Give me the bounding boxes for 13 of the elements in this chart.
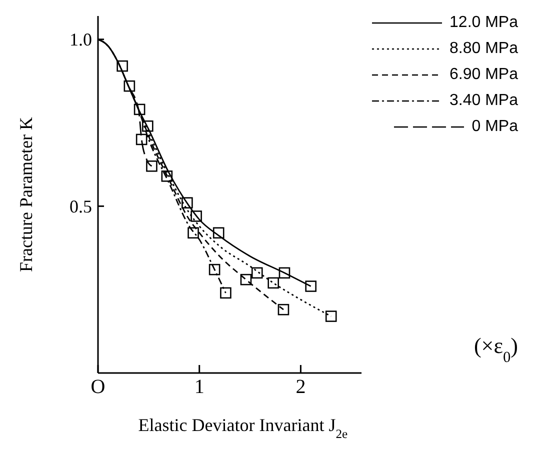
legend-label: 12.0 MPa — [450, 13, 518, 33]
legend-label: 0 MPa — [472, 117, 518, 137]
x-axis-title: Elastic Deviator Invariant J$_{2e}$ — [138, 415, 348, 441]
y-axis-title: Fracture Parameter K — [16, 117, 36, 272]
x-tick-label: 2 — [296, 376, 306, 398]
x-tick-label: O — [90, 376, 106, 398]
y-tick-label: 0.5 — [70, 196, 92, 217]
legend-label: 8.80 MPa — [450, 39, 518, 59]
text: (×ε$_{0}$) — [474, 333, 518, 366]
legend-label: 6.90 MPa — [450, 65, 518, 85]
legend-label: 3.40 MPa — [450, 91, 518, 111]
y-tick-label: 1.0 — [70, 30, 92, 50]
x-tick-label: 1 — [194, 376, 204, 398]
